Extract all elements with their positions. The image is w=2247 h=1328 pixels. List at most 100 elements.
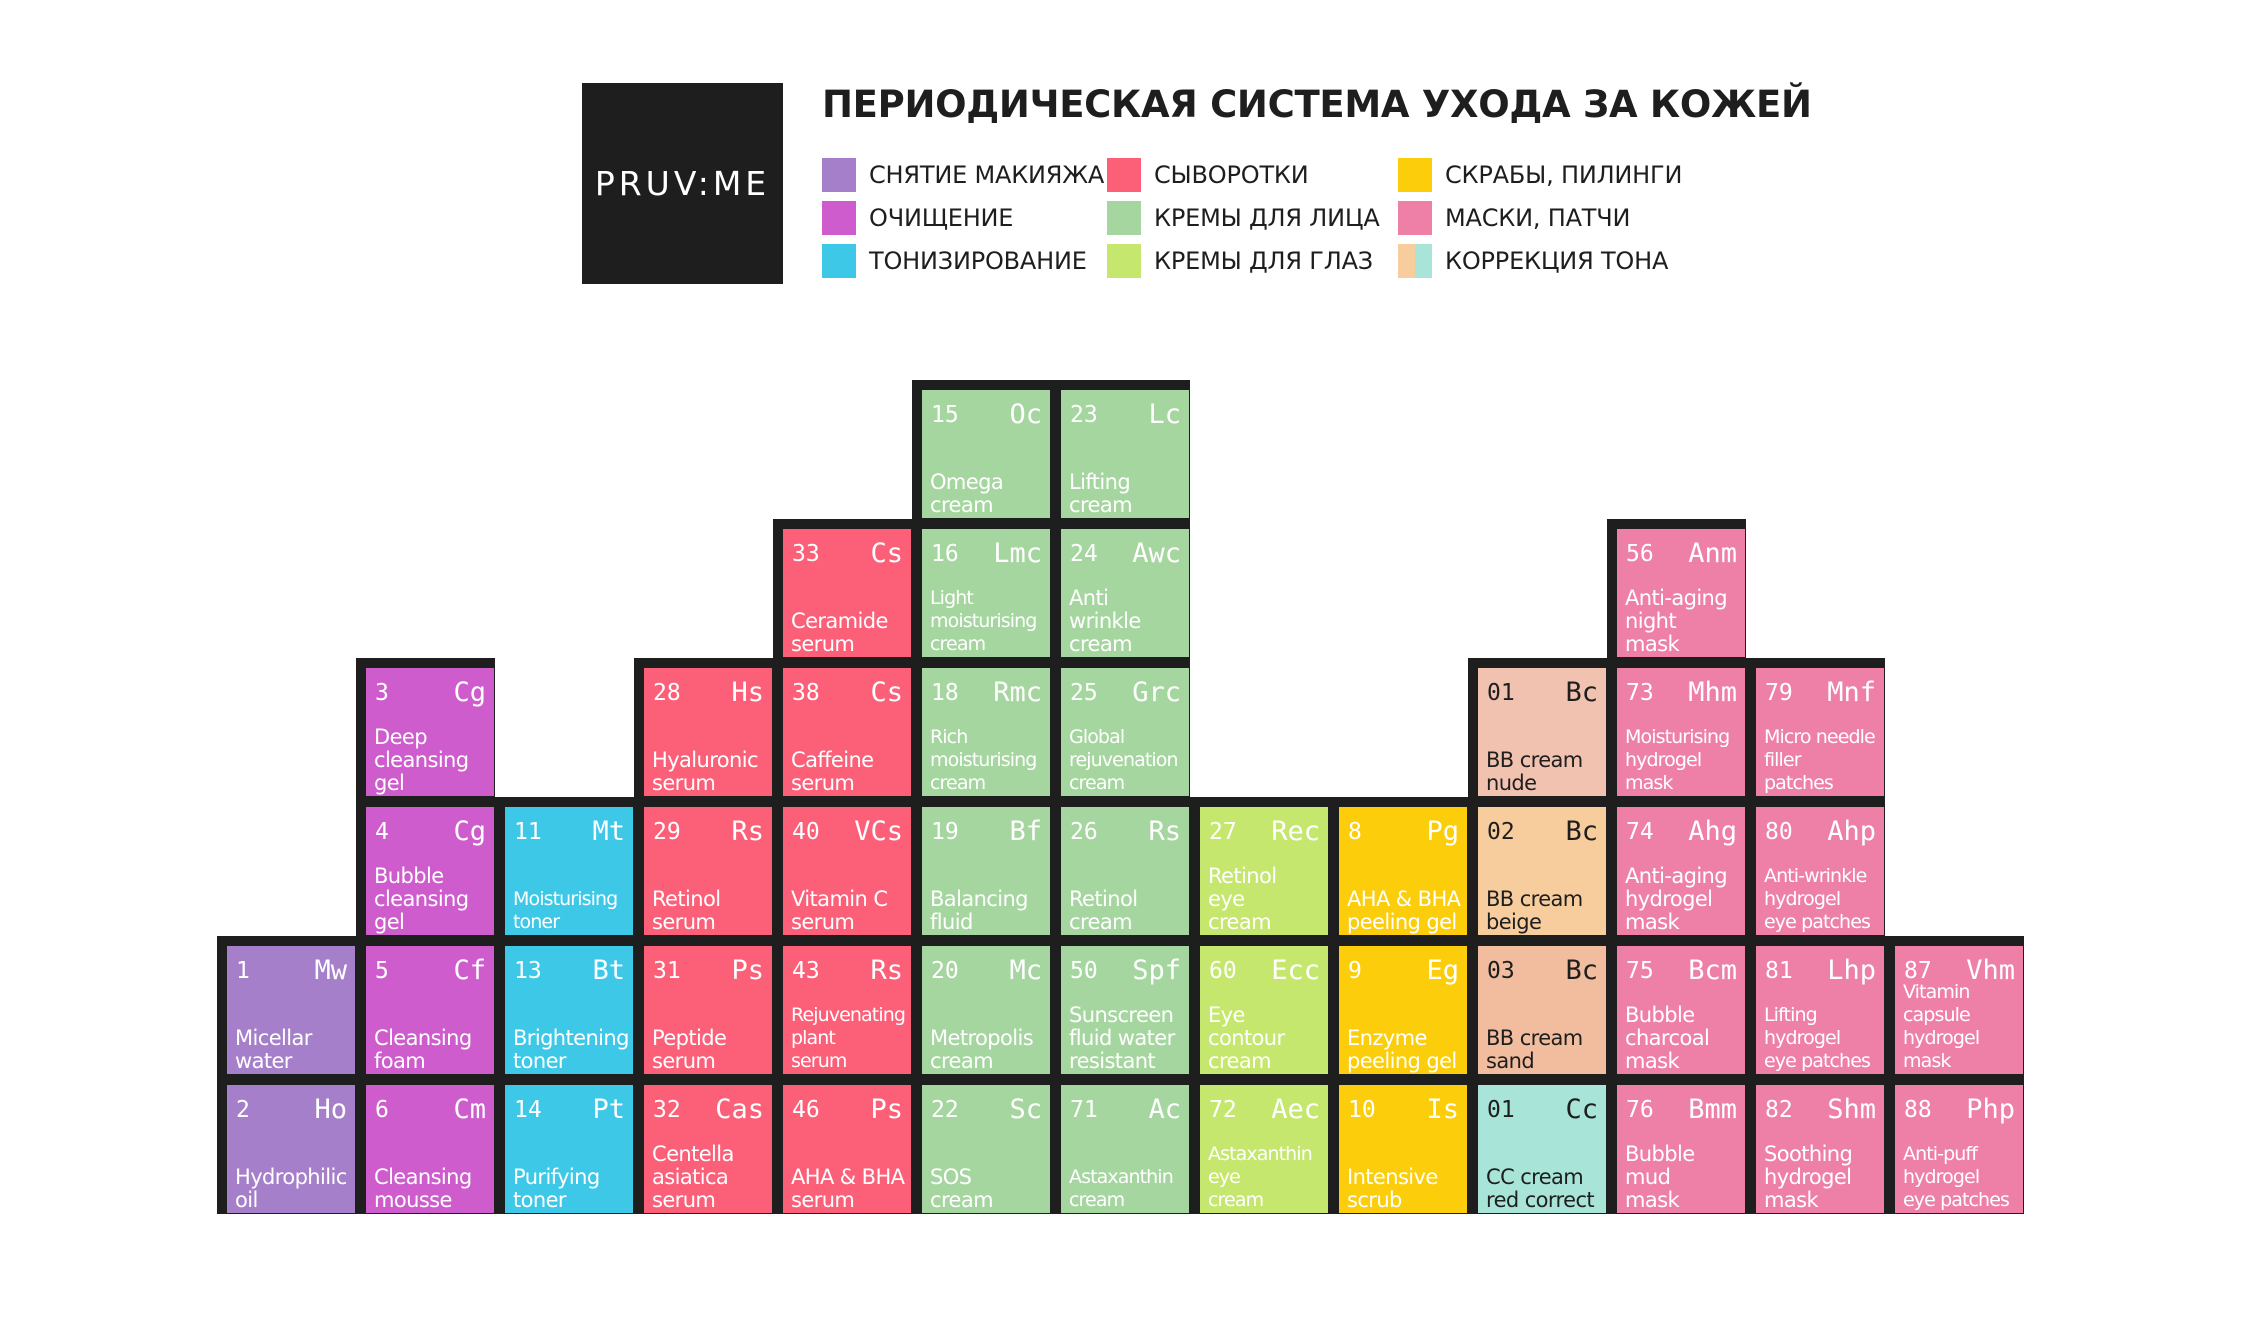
element-number: 88 xyxy=(1904,1097,1932,1123)
element-symbol: Rec xyxy=(1271,816,1320,847)
element-symbol: VCs xyxy=(854,816,903,847)
element-tile: 38 Cs Caffeine serum xyxy=(783,668,911,796)
element-number: 15 xyxy=(931,402,959,428)
element-name: Cleansing mousse xyxy=(374,1165,472,1212)
element-name: Caffeine serum xyxy=(791,748,874,795)
element-tile: 26 Rs Retinol cream xyxy=(1061,807,1189,935)
element-cell: 01 Cc CC cream red correct xyxy=(1468,1075,1607,1214)
element-tile: 88 Php Anti-puff hydrogel eye patches xyxy=(1895,1085,2023,1213)
element-number: 01 xyxy=(1487,680,1515,706)
element-symbol: Rmc xyxy=(993,677,1042,708)
element-number: 03 xyxy=(1487,958,1515,984)
element-tile: 28 Hs Hyaluronic serum xyxy=(644,668,772,796)
legend-item: МАСКИ, ПАТЧИ xyxy=(1398,201,1630,235)
element-cell: 25 Grc Global rejuvenation cream xyxy=(1051,658,1190,797)
element-tile: 03 Bc BB cream sand xyxy=(1478,946,1606,1074)
element-cell: 50 Spf Sunscreen fluid water resistant xyxy=(1051,936,1190,1075)
element-tile: 15 Oc Omega cream xyxy=(922,390,1050,518)
element-number: 23 xyxy=(1070,402,1098,428)
element-cell: 13 Bt Brightening toner xyxy=(495,936,634,1075)
element-number: 1 xyxy=(236,958,250,984)
element-symbol: Lhp xyxy=(1827,955,1876,986)
element-name: Moisturising toner xyxy=(513,888,618,933)
element-symbol: Sc xyxy=(1009,1094,1042,1125)
element-number: 73 xyxy=(1626,680,1654,706)
element-symbol: Cs xyxy=(870,677,903,708)
element-symbol: Rs xyxy=(731,816,764,847)
element-symbol: Eg xyxy=(1426,955,1459,986)
element-cell: 43 Rs Rejuvenating plant serum xyxy=(773,936,912,1075)
element-number: 3 xyxy=(375,680,389,706)
element-tile: 24 Awc Anti wrinkle cream xyxy=(1061,529,1189,657)
element-name: Metropolis cream xyxy=(930,1026,1034,1073)
element-number: 20 xyxy=(931,958,959,984)
element-cell: 01 Bc BB cream nude xyxy=(1468,658,1607,797)
element-cell: 80 Ahp Anti-wrinkle hydrogel eye patches xyxy=(1746,797,1885,936)
element-tile: 1 Mw Micellar water xyxy=(227,946,355,1074)
element-symbol: Hs xyxy=(731,677,764,708)
element-symbol: Ps xyxy=(731,955,764,986)
element-cell: 19 Bf Balancing fluid xyxy=(912,797,1051,936)
element-symbol: Cas xyxy=(715,1094,764,1125)
element-name: Sunscreen fluid water resistant xyxy=(1069,1003,1175,1073)
element-tile: 76 Bmm Bubble mud mask xyxy=(1617,1085,1745,1213)
element-tile: 16 Lmc Light moisturising cream xyxy=(922,529,1050,657)
element-symbol: Cg xyxy=(453,816,486,847)
element-tile: 6 Cm Cleansing mousse xyxy=(366,1085,494,1213)
element-cell: 2 Ho Hydrophilic oil xyxy=(217,1075,356,1214)
element-number: 6 xyxy=(375,1097,389,1123)
legend-label: ТОНИЗИРОВАНИЕ xyxy=(869,247,1087,275)
element-cell: 31 Ps Peptide serum xyxy=(634,936,773,1075)
element-number: 38 xyxy=(792,680,820,706)
element-cell: 26 Rs Retinol cream xyxy=(1051,797,1190,936)
element-cell: 72 Aec Astaxanthin eye cream xyxy=(1190,1075,1329,1214)
legend-swatch xyxy=(1398,201,1432,235)
element-name: Retinol eye cream xyxy=(1208,864,1277,934)
element-tile: 22 Sc SOS cream xyxy=(922,1085,1050,1213)
element-name: Bubble mud mask xyxy=(1625,1142,1695,1212)
element-name: BB cream nude xyxy=(1486,748,1583,795)
element-number: 43 xyxy=(792,958,820,984)
element-name: Anti wrinkle cream xyxy=(1069,586,1141,656)
element-name: Moisturising hydrogel mask xyxy=(1625,726,1730,794)
element-number: 25 xyxy=(1070,680,1098,706)
element-name: Rich moisturising cream xyxy=(930,726,1037,794)
element-number: 76 xyxy=(1626,1097,1654,1123)
element-name: Purifying toner xyxy=(513,1165,600,1212)
element-tile: 31 Ps Peptide serum xyxy=(644,946,772,1074)
legend-item: СЫВОРОТКИ xyxy=(1107,158,1309,192)
element-symbol: Bf xyxy=(1009,816,1042,847)
element-tile: 40 VCs Vitamin C serum xyxy=(783,807,911,935)
element-tile: 56 Anm Anti-aging night mask xyxy=(1617,529,1745,657)
element-name: BB cream beige xyxy=(1486,887,1583,934)
element-cell: 79 Mnf Micro needle filler patches xyxy=(1746,658,1885,797)
legend-label: СНЯТИЕ МАКИЯЖА xyxy=(869,161,1105,189)
element-name: Enzyme peeling gel xyxy=(1347,1026,1457,1073)
pruvme-logo: PRUV:ME xyxy=(582,83,783,284)
element-number: 56 xyxy=(1626,541,1654,567)
element-cell: 24 Awc Anti wrinkle cream xyxy=(1051,519,1190,658)
element-name: Centella asiatica serum xyxy=(652,1142,734,1212)
element-name: Hyaluronic serum xyxy=(652,748,759,795)
element-name: Vitamin C serum xyxy=(791,887,888,934)
element-number: 87 xyxy=(1904,958,1932,984)
element-tile: 87 Vhm Vitamin capsule hydrogel mask xyxy=(1895,946,2023,1074)
element-tile: 72 Aec Astaxanthin eye cream xyxy=(1200,1085,1328,1213)
legend-item: СНЯТИЕ МАКИЯЖА xyxy=(822,158,1104,192)
element-cell: 15 Oc Omega cream xyxy=(912,380,1051,519)
element-symbol: Bc xyxy=(1565,955,1598,986)
element-symbol: Lmc xyxy=(993,538,1042,569)
element-number: 02 xyxy=(1487,819,1515,845)
page-title: ПЕРИОДИЧЕСКАЯ СИСТЕМА УХОДА ЗА КОЖЕЙ xyxy=(822,83,1812,126)
element-cell: 76 Bmm Bubble mud mask xyxy=(1607,1075,1746,1214)
element-number: 10 xyxy=(1348,1097,1376,1123)
element-symbol: Awc xyxy=(1132,538,1181,569)
element-symbol: Pg xyxy=(1426,816,1459,847)
element-tile: 29 Rs Retinol serum xyxy=(644,807,772,935)
element-symbol: Rs xyxy=(870,955,903,986)
element-cell: 16 Lmc Light moisturising cream xyxy=(912,519,1051,658)
element-symbol: Cg xyxy=(453,677,486,708)
element-tile: 13 Bt Brightening toner xyxy=(505,946,633,1074)
element-name: Bubble cleansing gel xyxy=(374,864,469,934)
legend-item: КРЕМЫ ДЛЯ ЛИЦА xyxy=(1107,201,1380,235)
